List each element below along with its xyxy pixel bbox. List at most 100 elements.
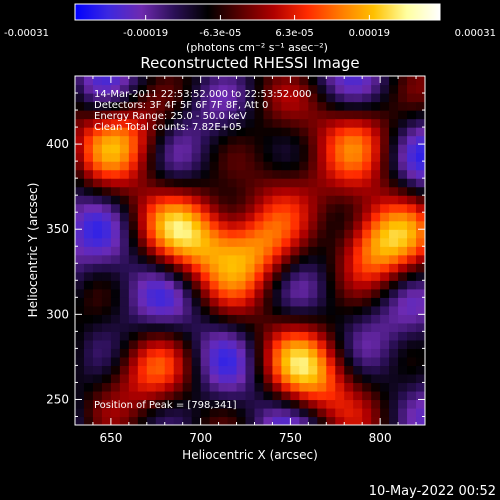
heatmap-cell	[92, 161, 103, 171]
heatmap-cell	[290, 144, 300, 154]
heatmap-cell	[371, 246, 381, 256]
heatmap-cell	[173, 356, 184, 367]
heatmap-cell	[407, 297, 417, 307]
heatmap-cell	[380, 297, 390, 307]
heatmap-cell	[146, 356, 157, 367]
heatmap-cell	[209, 144, 220, 154]
heatmap-cell	[407, 322, 417, 332]
heatmap-cell	[245, 348, 256, 358]
heatmap-cell	[182, 373, 193, 384]
heatmap-cell	[218, 254, 229, 264]
heatmap-cell	[344, 101, 354, 111]
heatmap-cell	[371, 186, 381, 196]
heatmap-cell	[362, 399, 372, 409]
heatmap-cell	[164, 348, 175, 358]
heatmap-cell	[380, 212, 390, 222]
heatmap-cell	[245, 331, 256, 341]
heatmap-cell	[362, 246, 372, 256]
heatmap-cell	[398, 365, 408, 375]
heatmap-cell	[200, 348, 211, 358]
heatmap-cell	[119, 178, 130, 188]
heatmap-cell	[353, 382, 363, 392]
heatmap-cell	[308, 203, 318, 213]
heatmap-cell	[218, 271, 229, 281]
heatmap-cell	[272, 186, 283, 196]
heatmap-cell	[209, 390, 220, 401]
heatmap-cell	[389, 305, 399, 315]
heatmap-cell	[155, 135, 166, 145]
heatmap-cell	[263, 186, 274, 196]
heatmap-cell	[236, 101, 247, 111]
heatmap-cell	[353, 144, 363, 154]
heatmap-cell	[146, 382, 157, 392]
heatmap-cell	[398, 101, 408, 111]
heatmap-cell	[362, 407, 372, 418]
colorbar-ticks: -0.00031 -0.00019 -6.3e-05 6.3e-05 0.00019 0.…	[4, 15, 496, 39]
heatmap-cell	[92, 254, 103, 264]
heatmap-cell	[218, 93, 229, 103]
heatmap-cell	[263, 101, 274, 111]
heatmap-cell	[119, 118, 130, 128]
heatmap-cell	[263, 416, 274, 425]
heatmap-cell	[353, 263, 363, 273]
heatmap-cell	[227, 229, 238, 239]
heatmap-cell	[173, 399, 184, 409]
heatmap-cell	[83, 161, 94, 171]
heatmap-cell	[75, 127, 85, 137]
heatmap-cell	[83, 127, 94, 137]
heatmap-cell	[281, 339, 291, 349]
y-tick-label: 250	[46, 392, 69, 406]
heatmap-cell	[389, 416, 399, 425]
heatmap-cell	[272, 373, 283, 384]
heatmap-cell	[218, 407, 229, 418]
heatmap-cell	[227, 254, 238, 264]
heatmap-cell	[128, 152, 139, 162]
heatmap-cell	[128, 416, 139, 425]
heatmap-cell	[101, 127, 112, 137]
heatmap-cell	[146, 229, 157, 239]
heatmap-cell	[317, 373, 327, 384]
heatmap-cell	[389, 314, 399, 324]
heatmap-cell	[263, 212, 274, 222]
heatmap-cell	[389, 212, 399, 222]
heatmap-cell	[128, 382, 139, 392]
heatmap-cell	[263, 169, 274, 179]
heatmap-cell	[362, 373, 372, 384]
heatmap-cell	[416, 76, 425, 86]
heatmap-cell	[110, 229, 121, 239]
heatmap-cell	[200, 373, 211, 384]
heatmap-cell	[110, 331, 121, 341]
heatmap-cell	[245, 203, 256, 213]
heatmap-cell	[209, 416, 220, 425]
heatmap-cell	[344, 280, 354, 290]
heatmap-cell	[101, 195, 112, 205]
heatmap-cell	[191, 212, 202, 222]
heatmap-cell	[353, 101, 363, 111]
heatmap-cell	[110, 101, 121, 111]
heatmap-cell	[200, 271, 211, 281]
heatmap-cell	[83, 152, 94, 162]
heatmap-cell	[101, 76, 112, 86]
heatmap-cell	[416, 263, 425, 273]
heatmap-cell	[362, 263, 372, 273]
heatmap-cell	[416, 339, 425, 349]
heatmap-cell	[299, 127, 309, 137]
heatmap-cell	[101, 416, 112, 425]
heatmap-cell	[407, 373, 417, 384]
heatmap-cell	[92, 322, 103, 332]
heatmap-cell	[83, 288, 94, 298]
heatmap-cell	[407, 271, 417, 281]
heatmap-cell	[200, 416, 211, 425]
heatmap-cell	[299, 169, 309, 179]
heatmap-cell	[254, 220, 265, 230]
heatmap-cell	[272, 76, 283, 86]
heatmap-cell	[83, 365, 94, 375]
heatmap-cell	[362, 254, 372, 264]
heatmap-cell	[254, 314, 265, 324]
heatmap-cell	[110, 84, 121, 94]
heatmap-cell	[92, 331, 103, 341]
heatmap-cell	[209, 365, 220, 375]
heatmap-cell	[380, 118, 390, 128]
heatmap-cell	[119, 305, 130, 315]
heatmap-cell	[75, 203, 85, 213]
